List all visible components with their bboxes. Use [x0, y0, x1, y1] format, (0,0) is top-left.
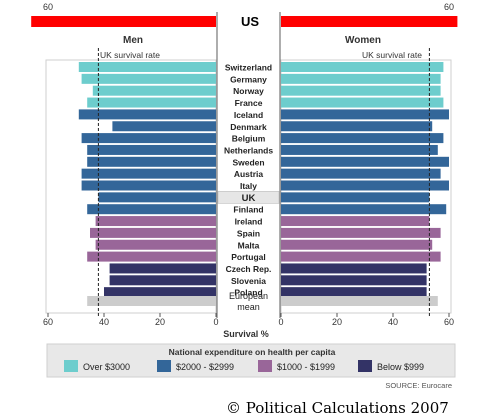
country-label: Iceland — [234, 110, 263, 120]
bar-women — [281, 251, 441, 262]
top-tick-label-women: 60 — [444, 2, 454, 12]
x-tick-label-women: 20 — [332, 317, 342, 327]
bar-men — [81, 168, 216, 179]
panel-men-label: Men — [123, 35, 143, 46]
legend-label: Over $3000 — [83, 362, 130, 372]
bar-men — [81, 73, 216, 84]
x-tick-label-men: 60 — [43, 317, 53, 327]
bar-women — [281, 227, 441, 238]
legend-swatch — [157, 360, 171, 372]
x-tick-label-men: 40 — [99, 317, 109, 327]
country-label: Poland — [234, 288, 262, 298]
x-tick-label-women: 60 — [444, 317, 454, 327]
bar-women — [281, 192, 430, 203]
bar-men — [87, 97, 216, 108]
x-tick-label-men: 0 — [213, 317, 218, 327]
bar-women — [281, 73, 441, 84]
bar-women — [281, 287, 427, 298]
bar-men — [109, 275, 216, 286]
bar-women — [281, 62, 444, 72]
country-label: European — [229, 291, 268, 301]
x-tick-label-women: 0 — [278, 317, 283, 327]
bar-women — [281, 180, 449, 191]
uk-row-highlight — [217, 191, 280, 204]
country-label: Austria — [234, 169, 264, 179]
x-tick-label-men: 20 — [155, 317, 165, 327]
us-bar-men — [31, 16, 217, 27]
country-label: Norway — [233, 86, 264, 96]
legend-swatch — [64, 360, 78, 372]
x-tick-label-women: 40 — [388, 317, 398, 327]
bar-men — [95, 216, 216, 227]
bar-men — [87, 204, 216, 215]
legend-title: National expenditure on health per capit… — [169, 347, 336, 357]
bar-men — [104, 287, 216, 298]
chart-title: US — [241, 14, 259, 29]
country-label: Spain — [237, 228, 260, 238]
country-label: mean — [237, 302, 260, 312]
country-label: Belgium — [232, 134, 266, 144]
copyright: © Political Calculations 2007 — [226, 399, 449, 417]
bar-men — [92, 85, 216, 96]
bar-women — [281, 239, 433, 250]
country-label: Netherlands — [224, 145, 273, 155]
bar-men — [87, 144, 216, 155]
bar-women — [281, 156, 449, 167]
bar-women — [281, 121, 433, 132]
country-label: Finland — [233, 205, 263, 215]
country-label: Slovenia — [231, 276, 266, 286]
bar-women — [281, 144, 438, 155]
bar-women — [281, 85, 441, 96]
country-label: Sweden — [232, 157, 264, 167]
country-label: France — [235, 98, 263, 108]
bar-women — [281, 263, 427, 274]
legend-label: Below $999 — [377, 362, 424, 372]
bar-men — [87, 156, 216, 167]
legend-swatch — [258, 360, 272, 372]
country-label: Switzerland — [225, 63, 272, 73]
bar-women — [281, 296, 438, 306]
source-note: SOURCE: Eurocare — [385, 381, 452, 390]
bar-women — [281, 216, 430, 227]
bar-men — [87, 296, 216, 306]
us-bar-women — [281, 16, 458, 27]
legend-label: $2000 - $2999 — [176, 362, 234, 372]
bar-men — [109, 263, 216, 274]
bar-men — [87, 251, 216, 262]
uk-rate-label-women: UK survival rate — [362, 50, 422, 60]
panel-women-label: Women — [345, 35, 381, 46]
bar-men — [95, 239, 216, 250]
bar-women — [281, 168, 441, 179]
uk-rate-label-men: UK survival rate — [100, 50, 160, 60]
bar-men — [78, 109, 216, 120]
legend-label: $1000 - $1999 — [277, 362, 335, 372]
bar-women — [281, 275, 427, 286]
x-axis-label: Survival % — [223, 329, 269, 339]
bar-women — [281, 109, 449, 120]
bar-men — [78, 62, 216, 72]
bar-men — [112, 121, 216, 132]
country-label: Germany — [230, 74, 267, 84]
bar-women — [281, 204, 447, 215]
country-label: UK — [242, 193, 256, 204]
bar-men — [98, 192, 216, 203]
country-label: Malta — [238, 240, 260, 250]
country-label: Czech Rep. — [226, 264, 272, 274]
top-tick-label-men: 60 — [43, 2, 53, 12]
bar-men — [90, 227, 216, 238]
bar-women — [281, 97, 444, 108]
legend-swatch — [358, 360, 372, 372]
legend-box — [46, 343, 456, 378]
country-label: Portugal — [231, 252, 265, 262]
country-label: Ireland — [235, 217, 263, 227]
bar-men — [81, 180, 216, 191]
bar-women — [281, 133, 444, 144]
bar-men — [81, 133, 216, 144]
country-label: Denmark — [230, 122, 267, 132]
country-label: Italy — [240, 181, 257, 191]
